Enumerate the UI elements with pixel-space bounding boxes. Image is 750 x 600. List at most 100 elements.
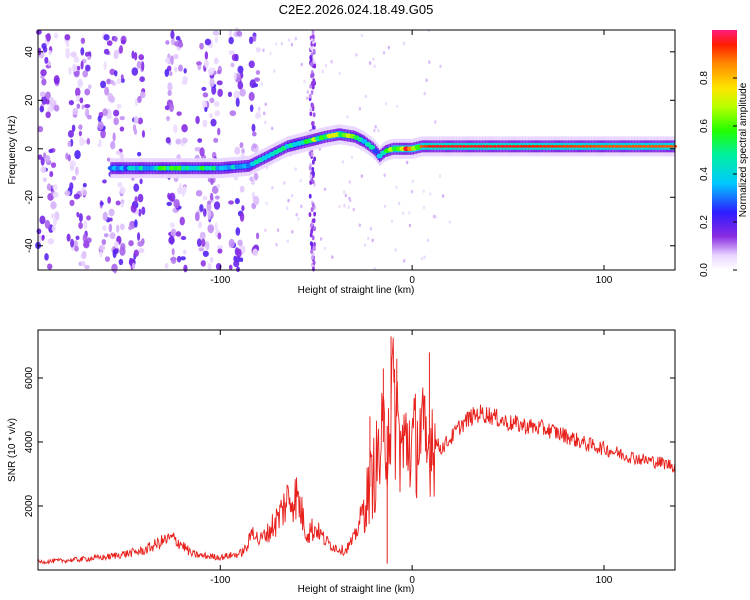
colorbar-tick-label: 0.0 [699, 263, 710, 277]
spectrogram-noise-mark [348, 180, 351, 184]
spectrogram-ridge-core [519, 144, 524, 148]
spectrogram-noise-mark [311, 179, 315, 185]
spectrogram-ridge-core [626, 144, 632, 148]
spectrogram-noise-mark [253, 172, 259, 181]
spectrogram-noise-mark [175, 35, 181, 41]
spectrogram-noise-mark [137, 117, 144, 125]
spectrogram-noise-mark [76, 103, 81, 109]
snr-panel: -100 0 100 2000 4000 6000 Height of straight… [7, 329, 676, 595]
spectrogram-noise-mark [285, 206, 289, 210]
spectrogram-noise-mark [312, 40, 315, 45]
spectrogram-noise-mark [228, 36, 234, 45]
spectrogram-ridge-core [414, 144, 422, 150]
spectrogram-noise-mark [441, 194, 445, 198]
spectrogram-noise-mark [338, 71, 341, 76]
spectrogram-noise-mark [54, 78, 60, 84]
spectrogram-noise-mark [358, 223, 362, 227]
spectrogram-noise-mark [176, 255, 182, 263]
spectrogram-noise-mark [115, 150, 121, 155]
spectrogram-noise-mark [233, 260, 240, 268]
spectrogram-noise-mark [137, 193, 144, 203]
spectrogram-ridge-core [500, 144, 505, 148]
spectrogram-noise-mark [309, 174, 313, 180]
spectrogram-noise-mark [426, 238, 430, 243]
spectrogram-noise-mark [167, 82, 173, 92]
spectrogram-noise-mark [108, 208, 115, 217]
spectrogram-y-tick-label: 40 [24, 46, 35, 58]
spectrogram-noise-mark [45, 111, 51, 119]
spectrogram-noise-mark [113, 70, 118, 77]
spectrogram-ridge-core [622, 144, 628, 148]
spectrogram-noise-mark [310, 223, 313, 229]
spectrogram-ridge-core [573, 144, 578, 148]
spectrogram-noise-mark [403, 259, 406, 263]
spectrogram-noise-mark [119, 44, 123, 54]
spectrogram-noise-mark [249, 176, 254, 182]
spectrogram-ridge-core [530, 144, 536, 148]
spectrogram-noise-mark [236, 266, 240, 273]
spectrogram-noise-mark [422, 205, 426, 210]
spectrogram-noise-mark [115, 200, 121, 206]
spectrogram-noise-mark [309, 54, 313, 60]
spectrogram-ridge-core [565, 144, 570, 148]
spectrogram-noise-mark [373, 128, 376, 133]
spectrogram-noise-mark [395, 185, 398, 189]
spectrogram-noise-mark [72, 63, 78, 72]
spectrogram-noise-mark [394, 248, 397, 252]
spectrogram-noise-mark [294, 36, 298, 41]
spectrogram-noise-mark [313, 226, 317, 232]
spectrogram-noise-mark [408, 223, 412, 228]
spectrogram-noise-mark [102, 211, 108, 222]
spectrogram-noise-mark [290, 193, 294, 198]
spectrogram-frame [37, 29, 676, 271]
snr-y-axis: 2000 4000 6000 [24, 366, 675, 517]
spectrogram-noise-mark [382, 51, 386, 55]
spectrogram-ridge-core [596, 144, 601, 148]
spectrogram-noise-mark [305, 96, 309, 101]
spectrogram-noise-mark [44, 219, 51, 229]
spectrogram-noise-mark [180, 236, 187, 241]
spectrogram-noise-mark [112, 250, 117, 259]
spectrogram-noise-mark [106, 40, 113, 46]
spectrogram-noise-mark [138, 208, 142, 217]
spectrogram-noise-mark [207, 262, 212, 271]
spectrogram-noise-mark [117, 235, 121, 244]
spectrogram-noise-mark [312, 266, 315, 272]
snr-x-tick-label: 0 [409, 575, 415, 586]
spectrogram-noise-mark [175, 138, 182, 145]
spectrogram-ridge-core [542, 144, 547, 148]
spectrogram-noise-mark [262, 48, 265, 53]
spectrogram-noise-mark [280, 41, 284, 46]
spectrogram-noise-mark [44, 155, 51, 163]
spectrogram-noise-mark [207, 210, 212, 220]
colorbar-tick-label: 0.6 [699, 119, 710, 133]
spectrogram-noise-mark [448, 220, 452, 224]
spectrogram-noise-mark [210, 118, 217, 127]
spectrogram-noise-mark [183, 264, 188, 273]
spectrogram-noise-mark [308, 193, 312, 199]
spectrogram-noise-mark [239, 88, 246, 97]
spectrogram-ridge-core [588, 144, 593, 148]
spectrogram-noise-mark [311, 167, 315, 172]
spectrogram-noise-mark [116, 103, 122, 110]
spectrogram-noise-mark [308, 93, 312, 99]
spectrogram-noise-mark [216, 245, 224, 251]
spectrogram-ridge-core [661, 144, 666, 148]
spectrogram-noise-mark [377, 128, 380, 133]
spectrogram-noise-mark [324, 63, 328, 68]
spectrogram-noise-mark [239, 212, 245, 222]
spectrogram-noise-mark [369, 226, 373, 231]
spectrogram-noise-mark [70, 238, 75, 248]
spectrogram-noise-mark [355, 52, 358, 57]
spectrogram-noise-mark [106, 78, 112, 85]
spectrogram-noise-mark [67, 154, 71, 162]
spectrogram-ridge-core [507, 144, 513, 148]
spectrogram-noise-mark [183, 185, 187, 194]
colorbar-tick-label: 0.2 [699, 215, 710, 229]
spectrogram-noise-mark [139, 178, 143, 185]
spectrogram-noise-mark [411, 179, 414, 184]
spectrogram-ridge-core [584, 144, 589, 148]
spectrogram-noise-mark [76, 95, 81, 102]
spectrogram-noise-mark [228, 28, 233, 38]
spectrogram-noise-mark [308, 151, 312, 157]
